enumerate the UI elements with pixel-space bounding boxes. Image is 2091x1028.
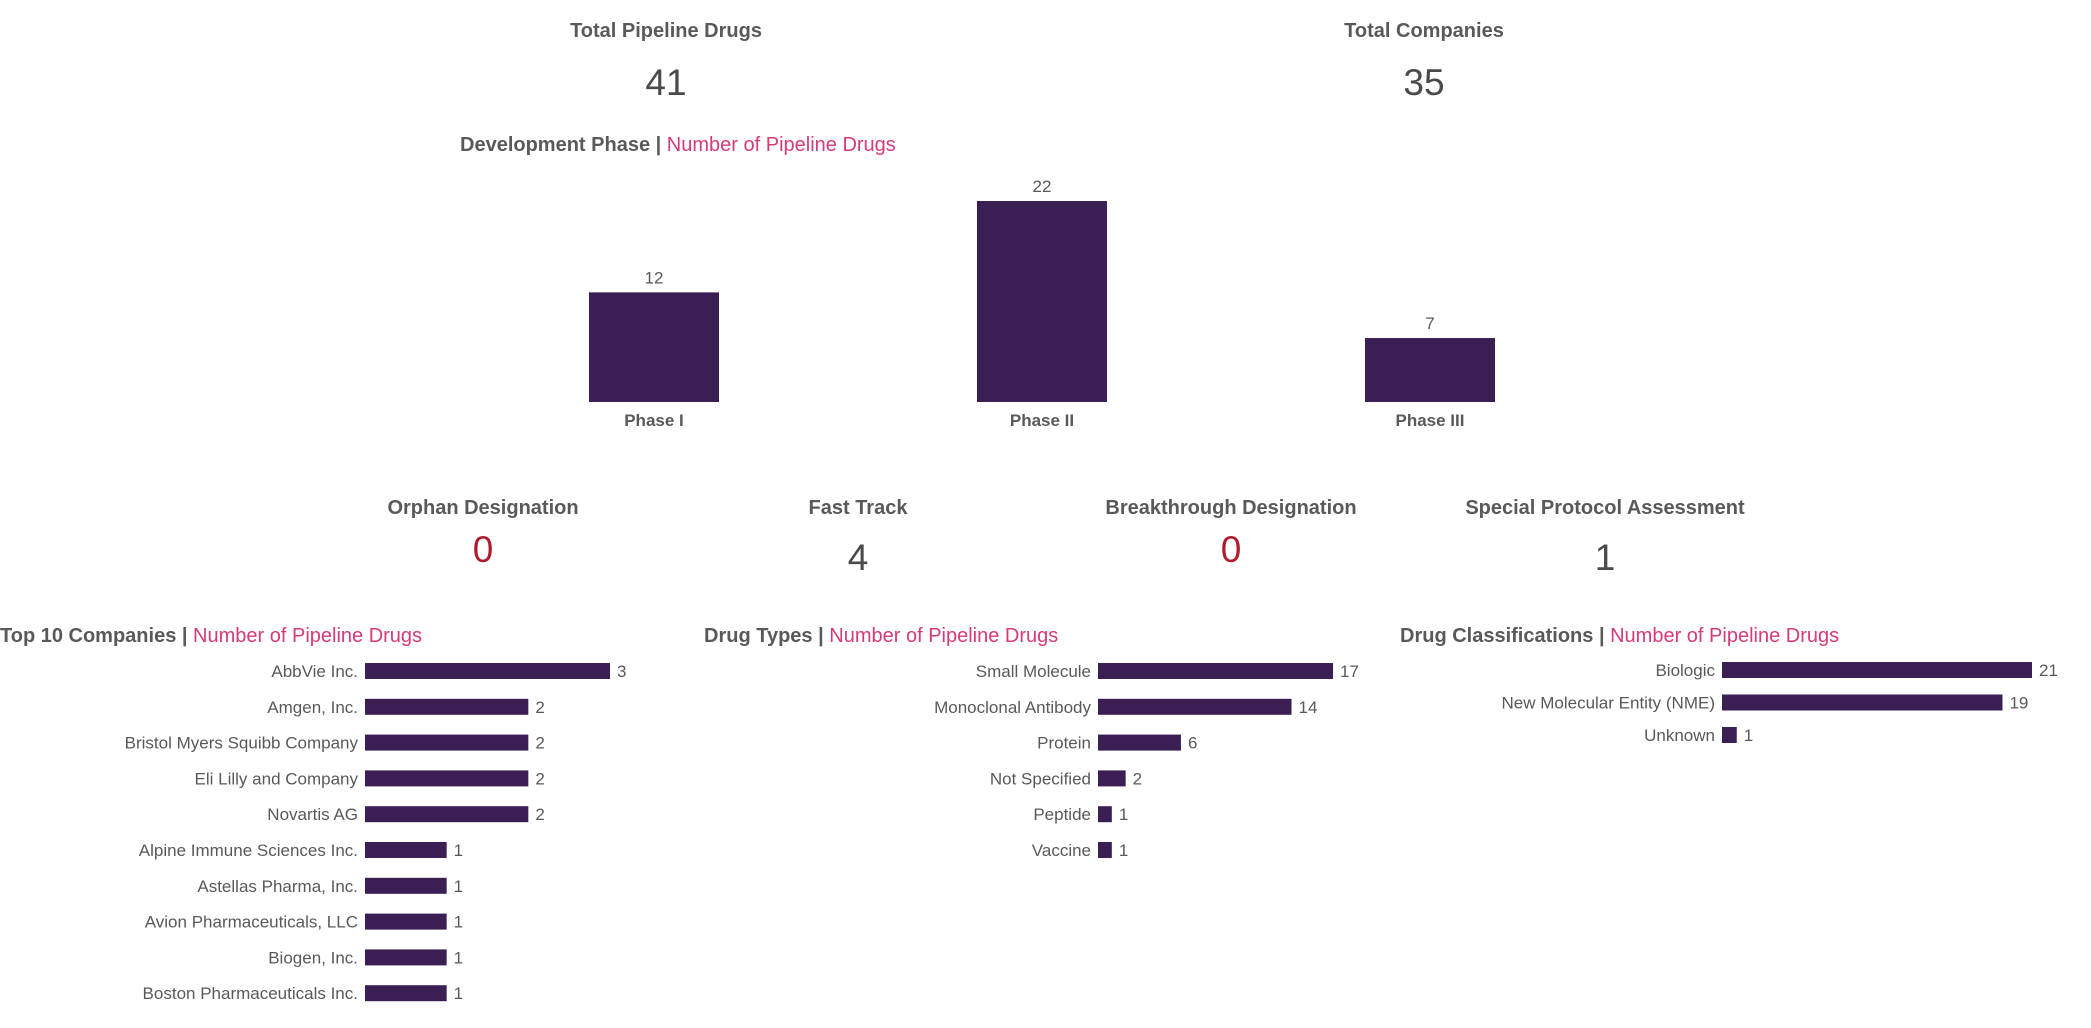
companies-title-text: Top 10 Companies	[0, 625, 177, 647]
phase-category-label-phase-i: Phase I	[624, 411, 684, 430]
companies-bar-avion-pharmaceuticals-llc	[365, 913, 447, 930]
classes-bar-new-molecular-entity-nme	[1722, 694, 2003, 711]
companies-value-label-eli-lilly-and-company: 2	[535, 769, 544, 788]
special-protocol-assessment-value: 1	[1594, 537, 1616, 578]
classes-title-separator: |	[1593, 625, 1611, 647]
total-companies-value: 35	[1403, 62, 1445, 103]
phase-title-separator: |	[650, 134, 667, 156]
fast-track-label: Fast Track	[808, 497, 908, 519]
phase-title-text: Development Phase	[460, 134, 651, 156]
companies-category-label-alpine-immune-sciences-inc: Alpine Immune Sciences Inc.	[139, 841, 358, 860]
types-bar-peptide	[1098, 806, 1112, 823]
types-bar-small-molecule	[1098, 663, 1333, 679]
classes-value-label-new-molecular-entity-nme: 19	[2009, 694, 2028, 713]
types-category-label-vaccine: Vaccine	[1032, 841, 1091, 860]
companies-bar-abbvie-inc	[365, 663, 610, 679]
types-value-label-peptide: 1	[1119, 805, 1128, 824]
companies-category-label-abbvie-inc: AbbVie Inc.	[271, 662, 358, 681]
phase-title-measure: Number of Pipeline Drugs	[666, 134, 896, 156]
classes-chart-title: Drug Classifications | Number of Pipelin…	[1400, 625, 1839, 648]
companies-value-label-alpine-immune-sciences-inc: 1	[454, 841, 463, 860]
classes-category-label-unknown: Unknown	[1644, 726, 1715, 745]
companies-value-label-abbvie-inc: 3	[617, 662, 626, 681]
companies-category-label-avion-pharmaceuticals-llc: Avion Pharmaceuticals, LLC	[145, 913, 358, 932]
phase-chart-title: Development Phase | Number of Pipeline D…	[460, 134, 896, 157]
companies-value-label-novartis-ag: 2	[535, 805, 544, 824]
breakthrough-designation-value: 0	[1220, 529, 1242, 570]
classes-category-label-new-molecular-entity-nme: New Molecular Entity (NME)	[1502, 694, 1716, 713]
companies-bar-amgen-inc	[365, 698, 529, 715]
companies-category-label-boston-pharmaceuticals-inc: Boston Pharmaceuticals Inc.	[143, 984, 358, 1003]
orphan-designation-label: Orphan Designation	[387, 497, 579, 519]
phase-bar-phase-i	[589, 292, 719, 402]
types-bar-protein	[1098, 734, 1181, 751]
types-title-text: Drug Types	[704, 625, 813, 647]
types-category-label-peptide: Peptide	[1033, 805, 1091, 824]
companies-bar-biogen-inc	[365, 949, 447, 966]
companies-value-label-amgen-inc: 2	[535, 698, 544, 717]
phase-bar-phase-ii	[977, 201, 1107, 402]
types-title-separator: |	[812, 625, 830, 647]
companies-title-separator: |	[176, 625, 194, 647]
types-value-label-protein: 6	[1188, 734, 1197, 753]
companies-bar-novartis-ag	[365, 806, 529, 823]
companies-category-label-eli-lilly-and-company: Eli Lilly and Company	[195, 769, 359, 788]
types-chart-title: Drug Types | Number of Pipeline Drugs	[704, 625, 1058, 648]
companies-bar-boston-pharmaceuticals-inc	[365, 985, 447, 1002]
companies-category-label-amgen-inc: Amgen, Inc.	[267, 698, 358, 717]
phase-category-label-phase-ii: Phase II	[1010, 411, 1074, 430]
types-category-label-protein: Protein	[1037, 734, 1091, 753]
phase-value-label-phase-iii: 7	[1425, 314, 1434, 333]
classes-title-text: Drug Classifications	[1400, 625, 1594, 647]
classes-bar-unknown	[1722, 727, 1737, 743]
types-value-label-monoclonal-antibody: 14	[1299, 698, 1318, 717]
types-bar-vaccine	[1098, 842, 1112, 858]
types-value-label-small-molecule: 17	[1340, 662, 1359, 681]
total-pipeline-drugs-label: Total Pipeline Drugs	[570, 20, 762, 42]
types-value-label-vaccine: 1	[1119, 841, 1128, 860]
types-title-measure: Number of Pipeline Drugs	[829, 625, 1059, 647]
companies-bar-bristol-myers-squibb-company	[365, 734, 529, 751]
companies-value-label-bristol-myers-squibb-company: 2	[535, 734, 544, 753]
phase-bar-phase-iii	[1365, 338, 1495, 402]
phase-category-label-phase-iii: Phase III	[1396, 411, 1465, 430]
companies-title-measure: Number of Pipeline Drugs	[193, 625, 423, 647]
companies-value-label-boston-pharmaceuticals-inc: 1	[454, 984, 463, 1003]
phase-value-label-phase-i: 12	[645, 268, 664, 287]
classes-bar-biologic	[1722, 662, 2032, 678]
companies-category-label-novartis-ag: Novartis AG	[267, 805, 358, 824]
phase-value-label-phase-ii: 22	[1033, 177, 1052, 196]
types-bar-not-specified	[1098, 770, 1126, 787]
types-bar-monoclonal-antibody	[1098, 698, 1292, 715]
companies-bar-astellas-pharma-inc	[365, 877, 447, 894]
companies-category-label-astellas-pharma-inc: Astellas Pharma, Inc.	[197, 877, 358, 896]
types-category-label-not-specified: Not Specified	[990, 769, 1091, 788]
companies-value-label-avion-pharmaceuticals-llc: 1	[454, 913, 463, 932]
types-category-label-monoclonal-antibody: Monoclonal Antibody	[934, 698, 1091, 717]
companies-category-label-bristol-myers-squibb-company: Bristol Myers Squibb Company	[125, 734, 359, 753]
companies-category-label-biogen-inc: Biogen, Inc.	[268, 948, 358, 967]
types-category-label-small-molecule: Small Molecule	[976, 662, 1091, 681]
classes-category-label-biologic: Biologic	[1655, 661, 1715, 680]
companies-bar-eli-lilly-and-company	[365, 770, 529, 787]
orphan-designation-value: 0	[472, 529, 494, 570]
classes-title-measure: Number of Pipeline Drugs	[1610, 625, 1840, 647]
fast-track-value: 4	[847, 537, 869, 578]
types-value-label-not-specified: 2	[1133, 769, 1142, 788]
classes-value-label-biologic: 21	[2039, 661, 2058, 680]
companies-chart-title: Top 10 Companies | Number of Pipeline Dr…	[0, 625, 422, 648]
special-protocol-assessment-label: Special Protocol Assessment	[1465, 497, 1745, 519]
breakthrough-designation-label: Breakthrough Designation	[1105, 497, 1357, 519]
classes-value-label-unknown: 1	[1744, 726, 1753, 745]
total-companies-label: Total Companies	[1344, 20, 1504, 42]
total-pipeline-drugs-value: 41	[645, 62, 687, 103]
companies-value-label-astellas-pharma-inc: 1	[454, 877, 463, 896]
companies-bar-alpine-immune-sciences-inc	[365, 842, 447, 858]
companies-value-label-biogen-inc: 1	[454, 948, 463, 967]
